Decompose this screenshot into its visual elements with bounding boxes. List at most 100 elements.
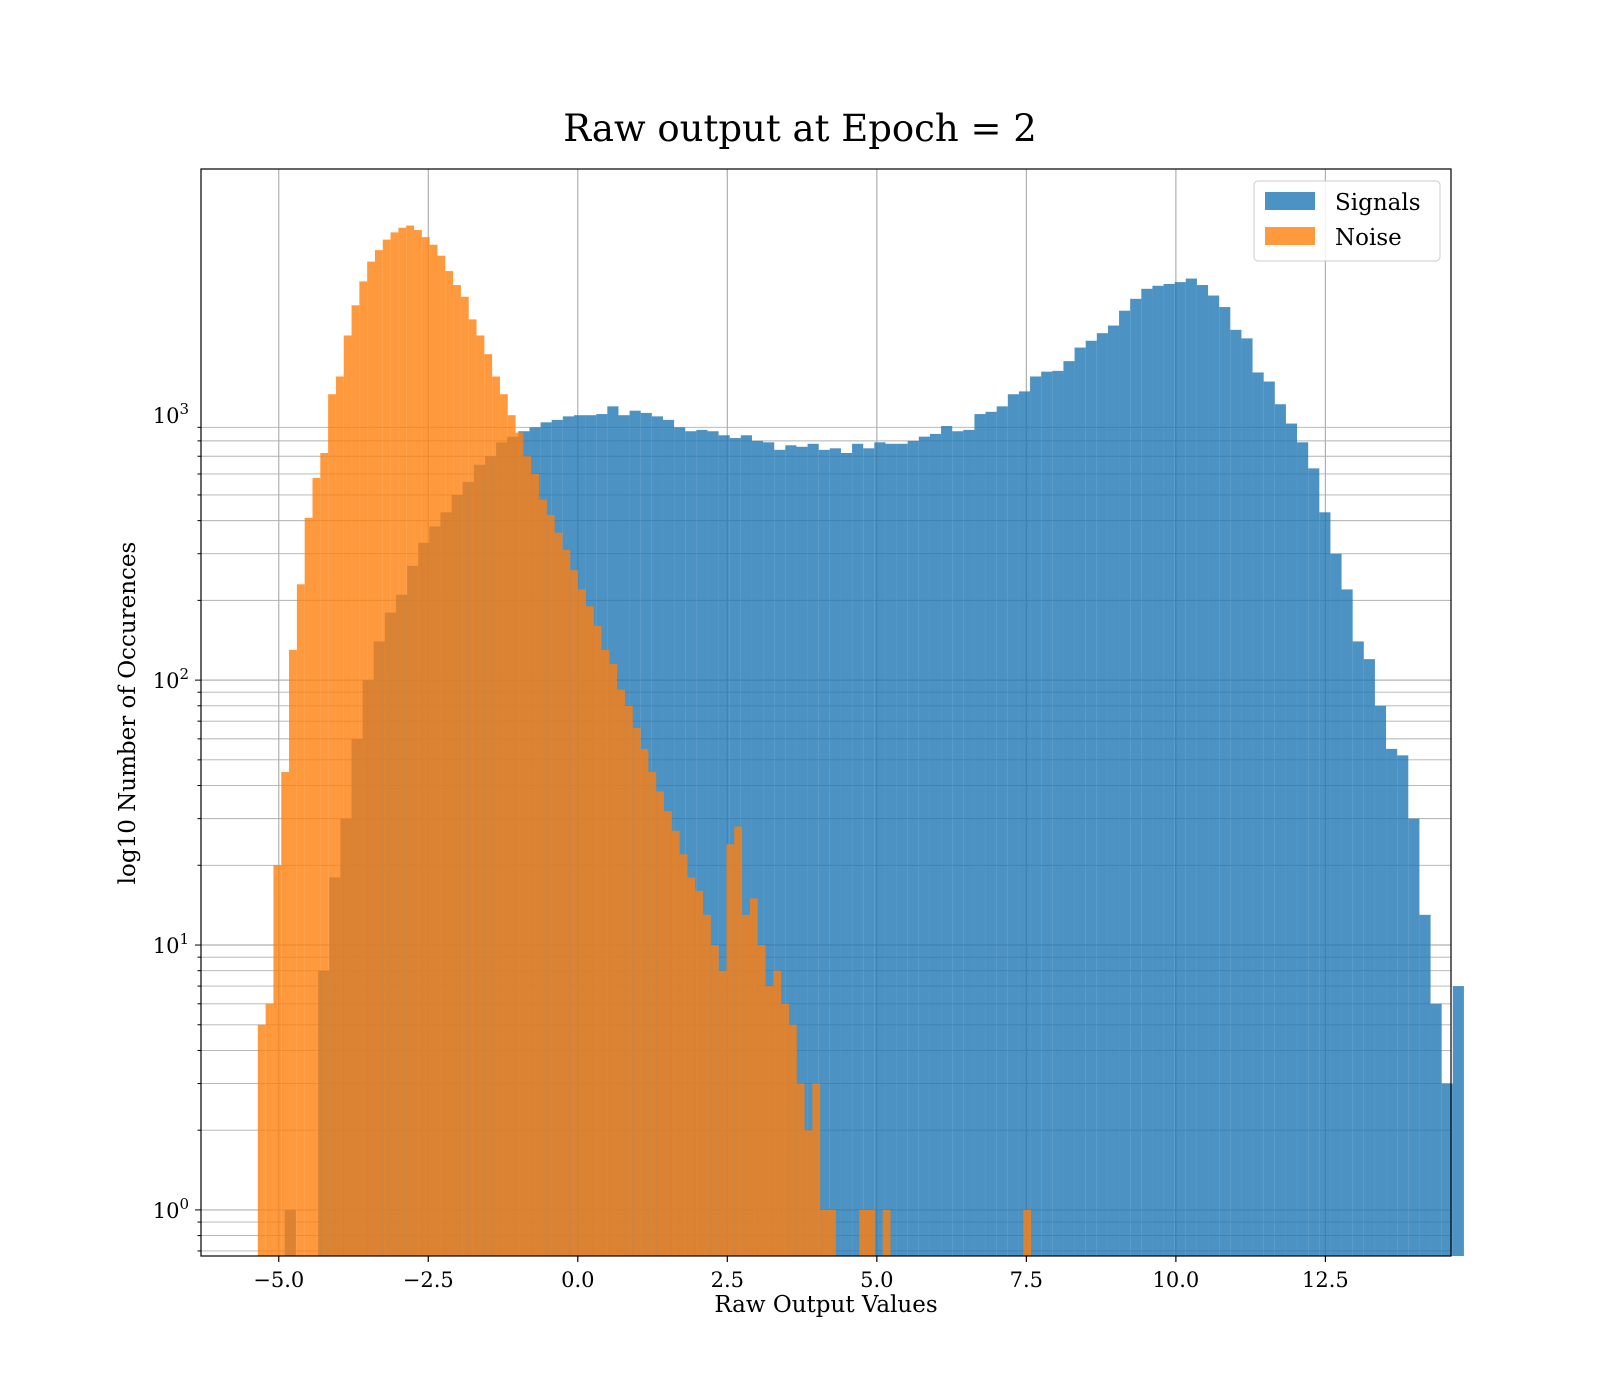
- noise-bar: [663, 811, 672, 1256]
- signals-bar: [996, 406, 1008, 1257]
- signals-bar: [774, 449, 786, 1256]
- plot-frame: [200, 168, 1452, 1257]
- noise-bar: [492, 376, 500, 1256]
- noise-bar: [804, 1130, 813, 1256]
- signals-bar: [1130, 298, 1142, 1256]
- signals-bar: [1018, 391, 1031, 1256]
- noise-bar: [734, 826, 743, 1256]
- signals-bar: [674, 427, 686, 1256]
- signals-bar: [896, 443, 908, 1256]
- noise-bar: [312, 477, 321, 1256]
- noise-bar: [507, 415, 516, 1257]
- signals-bar: [1274, 404, 1286, 1256]
- signals-bar: [1074, 347, 1086, 1257]
- noise-bar: [257, 1024, 266, 1256]
- noise-bar: [335, 376, 344, 1256]
- signals-bar: [1219, 307, 1231, 1257]
- noise-bar: [296, 584, 305, 1256]
- noise-bar: [578, 589, 586, 1256]
- noise-bar: [593, 626, 602, 1256]
- noise-bar: [820, 1209, 829, 1256]
- signals-bar: [696, 429, 708, 1256]
- x-tick-label: 0.0: [561, 1268, 594, 1292]
- noise-bar: [398, 227, 407, 1256]
- noise-bar: [656, 791, 664, 1256]
- signals-bar: [818, 449, 830, 1256]
- noise-bar: [343, 335, 352, 1256]
- signals-bar: [874, 442, 886, 1256]
- noise-bar: [710, 945, 719, 1256]
- noise-bar: [1023, 1209, 1032, 1256]
- signals-bar: [1330, 553, 1342, 1256]
- signals-bar: [963, 429, 975, 1256]
- x-tick-label: −5.0: [253, 1268, 304, 1292]
- signals-bar: [763, 442, 775, 1256]
- signals-bar: [929, 433, 942, 1256]
- signals-bar: [941, 426, 953, 1256]
- noise-bar: [359, 281, 368, 1256]
- legend-swatch-noise: [1265, 227, 1315, 245]
- noise-bar: [562, 549, 571, 1256]
- noise-bar: [648, 771, 657, 1256]
- noise-bar: [281, 771, 290, 1256]
- noise-bar: [867, 1209, 875, 1256]
- noise-bar: [703, 914, 711, 1256]
- noise-bar: [773, 970, 782, 1256]
- signals-bar: [1352, 641, 1364, 1256]
- x-tick-label: 12.5: [1302, 1268, 1349, 1292]
- signals-bar: [807, 443, 819, 1256]
- signals-bar: [1052, 370, 1064, 1256]
- signals-bar: [1241, 338, 1253, 1256]
- noise-bar: [320, 453, 329, 1256]
- noise-bar: [679, 854, 688, 1256]
- signals-bar: [1107, 325, 1120, 1256]
- signals-bar: [718, 435, 730, 1256]
- noise-bar: [539, 499, 547, 1256]
- noise-bar: [859, 1209, 868, 1256]
- x-tick-label: 2.5: [711, 1268, 744, 1292]
- noise-bar: [382, 239, 391, 1257]
- noise-bar: [624, 705, 633, 1256]
- signals-bar: [1030, 376, 1042, 1256]
- signals-bar: [852, 443, 864, 1256]
- noise-bar: [390, 232, 399, 1257]
- noise-bar: [585, 606, 594, 1256]
- noise-series: [257, 225, 1032, 1257]
- signals-bar: [1319, 512, 1331, 1256]
- noise-bar: [437, 255, 446, 1257]
- noise-bar: [265, 1003, 274, 1256]
- noise-bar: [695, 890, 704, 1256]
- signals-bar: [1285, 423, 1298, 1256]
- chart-title: Raw output at Epoch = 2: [563, 107, 1037, 150]
- noise-bar: [453, 285, 461, 1256]
- x-tick-label: 7.5: [1010, 1268, 1043, 1292]
- noise-bar: [374, 250, 383, 1256]
- signals-bar: [1297, 442, 1309, 1256]
- signals-bar: [1119, 310, 1131, 1257]
- y-axis-ticks: 100 101 102 103: [153, 400, 201, 1252]
- noise-bar: [609, 664, 618, 1256]
- noise-bar: [531, 473, 540, 1257]
- y-tick-label: 101: [153, 930, 189, 958]
- noise-bar: [765, 986, 774, 1256]
- legend-swatch-signals: [1265, 192, 1315, 210]
- signals-bar: [1441, 1083, 1453, 1256]
- signals-bar: [1152, 285, 1164, 1256]
- y-tick-label: 100: [153, 1195, 189, 1223]
- noise-bar: [718, 970, 727, 1256]
- legend-label-noise: Noise: [1335, 225, 1402, 251]
- noise-bar: [882, 1209, 891, 1256]
- signals-bar: [1163, 283, 1175, 1257]
- y-tick-label: 102: [153, 665, 189, 693]
- noise-bar: [515, 432, 524, 1256]
- signals-bar: [1308, 468, 1320, 1257]
- y-axis-label: log10 Number of Occurences: [115, 542, 141, 885]
- signals-bar: [1208, 295, 1220, 1256]
- legend-label-signals: Signals: [1335, 190, 1421, 216]
- noise-bar: [570, 570, 579, 1256]
- noise-bar: [289, 649, 297, 1256]
- noise-bar: [460, 296, 469, 1256]
- noise-bar: [468, 319, 477, 1256]
- signals-bar: [751, 440, 764, 1256]
